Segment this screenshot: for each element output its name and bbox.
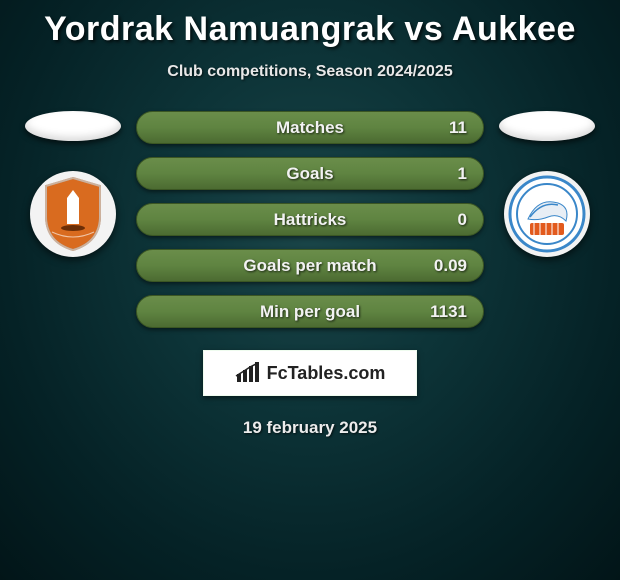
- stat-pill-goals: Goals 1: [136, 157, 484, 190]
- right-flag-oval: [499, 111, 595, 141]
- right-player-column: [492, 111, 602, 257]
- stat-pill-min-per-goal: Min per goal 1131: [136, 295, 484, 328]
- main-row: Matches 11 Goals 1 Hattricks 0 Goals per…: [0, 111, 620, 328]
- page-title: Yordrak Namuangrak vs Aukkee: [44, 10, 576, 49]
- stat-right-value: 11: [449, 118, 467, 138]
- brand-text: FcTables.com: [267, 363, 386, 384]
- stats-column: Matches 11 Goals 1 Hattricks 0 Goals per…: [136, 111, 484, 328]
- stat-right-value: 1131: [430, 302, 467, 322]
- stat-label: Goals per match: [243, 256, 376, 276]
- content-wrapper: Yordrak Namuangrak vs Aukkee Club compet…: [0, 0, 620, 580]
- date-text: 19 february 2025: [243, 418, 377, 438]
- stat-label: Min per goal: [260, 302, 360, 322]
- stat-pill-goals-per-match: Goals per match 0.09: [136, 249, 484, 282]
- shield-icon: [40, 176, 106, 252]
- brand-box[interactable]: FcTables.com: [203, 350, 417, 396]
- bar-chart-icon: [235, 362, 261, 384]
- stat-right-value: 1: [458, 164, 467, 184]
- stat-pill-hattricks: Hattricks 0: [136, 203, 484, 236]
- stat-label: Matches: [276, 118, 344, 138]
- right-club-badge: [504, 171, 590, 257]
- stat-label: Goals: [286, 164, 333, 184]
- stat-label: Hattricks: [274, 210, 347, 230]
- stat-right-value: 0.09: [434, 256, 467, 276]
- stat-right-value: 0: [458, 210, 467, 230]
- left-club-badge: [30, 171, 116, 257]
- left-flag-oval: [25, 111, 121, 141]
- left-player-column: [18, 111, 128, 257]
- subtitle: Club competitions, Season 2024/2025: [167, 63, 452, 81]
- club-crest-icon: [508, 175, 586, 253]
- stat-pill-matches: Matches 11: [136, 111, 484, 144]
